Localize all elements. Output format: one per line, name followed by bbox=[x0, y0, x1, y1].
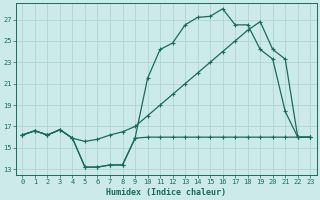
X-axis label: Humidex (Indice chaleur): Humidex (Indice chaleur) bbox=[106, 188, 226, 197]
